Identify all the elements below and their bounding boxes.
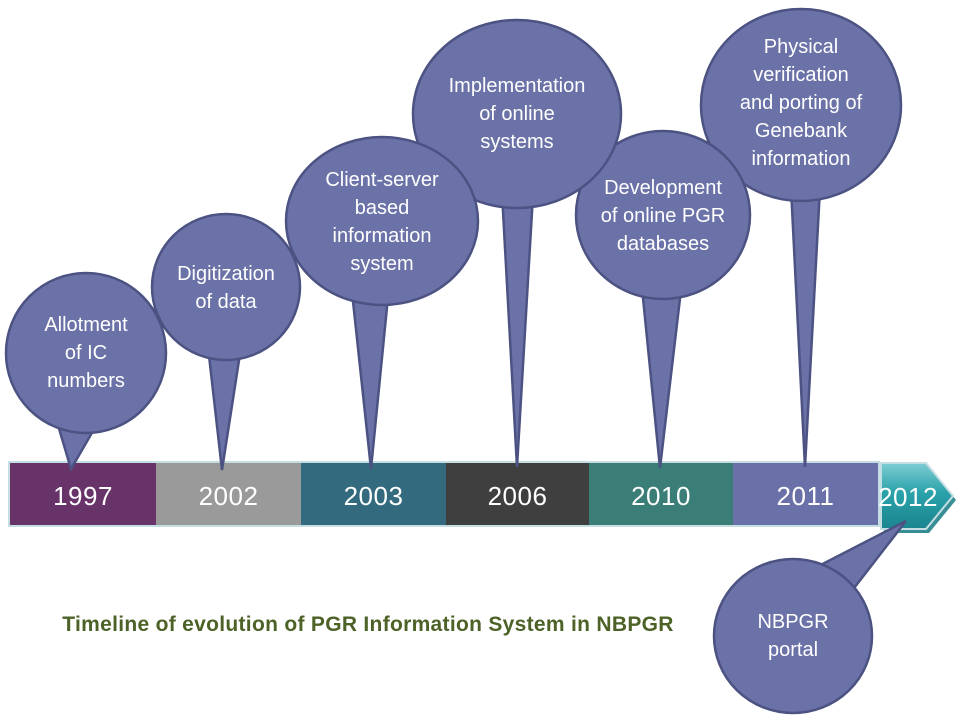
- year-label-2003: 2003: [343, 481, 404, 511]
- slide-caption: Timeline of evolution of PGR Information…: [62, 613, 674, 636]
- year-label-2002: 2002: [198, 481, 259, 511]
- balloon-text-client-server: Client-server based information system: [325, 169, 439, 275]
- balloon-tail-nbpgr-portal: [802, 519, 907, 603]
- year-label-2010: 2010: [631, 481, 691, 511]
- timeline-bar: 1997 2002 2003 2006 2010 2011: [8, 461, 880, 527]
- timeline-segment-2002: 2002: [156, 463, 301, 525]
- balloon-text-development-pgr: Development of online PGR databases: [600, 177, 726, 255]
- balloon-text-implementation: Implementation of online systems: [448, 75, 586, 153]
- timeline-segment-2011: 2011: [733, 463, 878, 525]
- balloon-text-nbpgr-portal: NBPGR portal: [757, 611, 829, 661]
- year-label-2006: 2006: [487, 481, 548, 511]
- year-label-2012: 2012: [878, 482, 938, 512]
- balloon-text-physical-verification: Physical verification and porting of Gen…: [739, 36, 863, 170]
- balloon-tail-development-pgr: [640, 286, 683, 469]
- year-label-1997: 1997: [53, 481, 113, 511]
- year-label-2012-wrap: 2012: [876, 463, 940, 527]
- balloon-tail-allotment: [50, 403, 107, 473]
- balloon-tail-physical-verification: [789, 186, 822, 468]
- timeline-segment-1997: 1997: [10, 463, 156, 525]
- timeline-segment-2006: 2006: [446, 463, 589, 525]
- balloon-text-allotment: Allotment of IC numbers: [44, 314, 128, 392]
- balloon-tail-implementation: [500, 191, 535, 468]
- year-label-2011: 2011: [776, 481, 835, 511]
- timeline-segment-2003: 2003: [301, 463, 446, 525]
- balloon-tail-client-server: [350, 290, 390, 470]
- balloon-tail-digitization: [205, 336, 244, 471]
- balloon-text-digitization: Digitization of data: [177, 263, 275, 313]
- timeline-segment-2010: 2010: [589, 463, 733, 525]
